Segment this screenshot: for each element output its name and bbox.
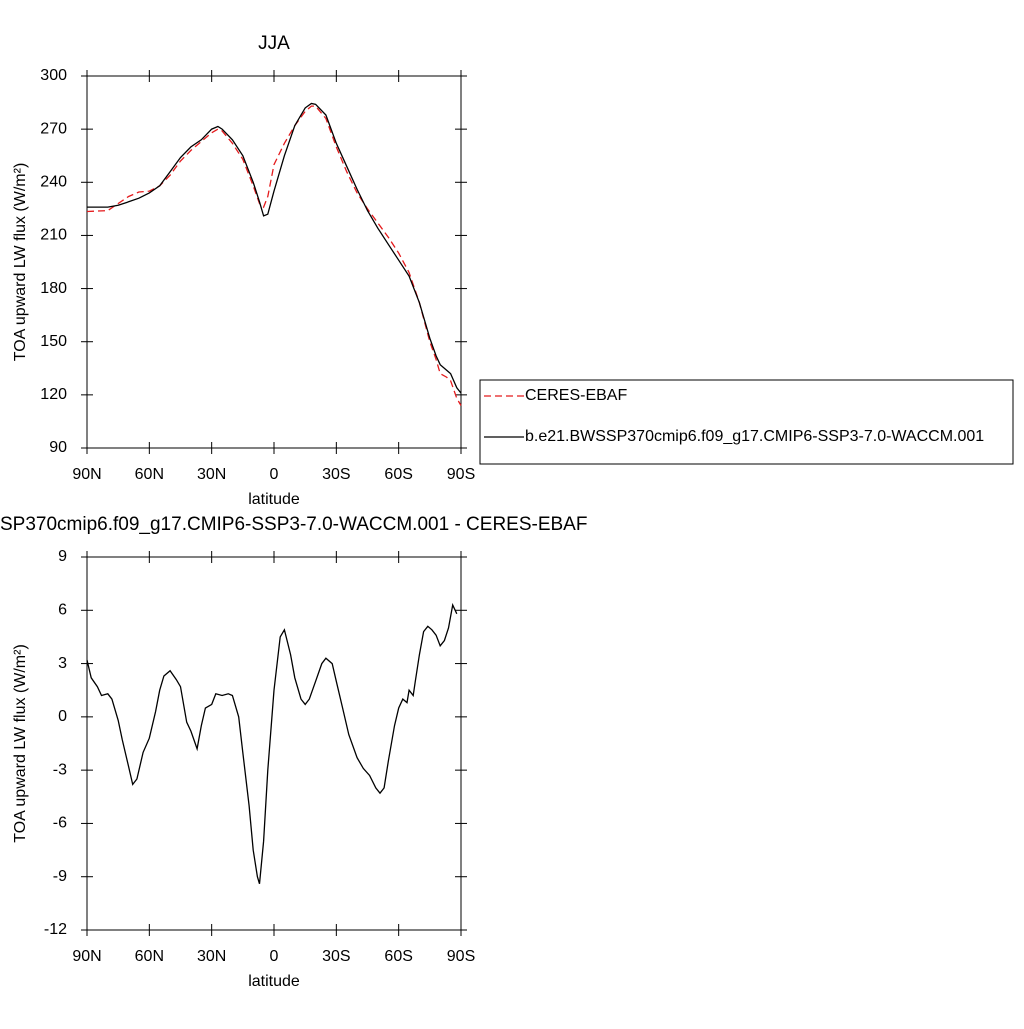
legend-label: CERES-EBAF — [525, 387, 627, 404]
y-tick-label: 3 — [58, 655, 67, 672]
legend-label: b.e21.BWSSP370cmip6.f09_g17.CMIP6-SSP3-7… — [525, 428, 984, 445]
x-tick-label: 30S — [322, 466, 350, 483]
x-tick-label: 60S — [384, 948, 412, 965]
x-tick-label: 0 — [270, 466, 279, 483]
y-tick-label: 270 — [40, 120, 67, 137]
plot-frame — [86, 75, 462, 449]
y-tick-label: 150 — [40, 333, 67, 350]
x-tick-label: 30S — [322, 948, 350, 965]
data-line — [86, 105, 462, 406]
y-tick-label: 300 — [40, 67, 67, 84]
chart-title: JJA — [258, 33, 290, 54]
y-tick-label: 120 — [40, 386, 67, 403]
x-tick-label: 60N — [135, 948, 164, 965]
x-tick-label: 60N — [135, 466, 164, 483]
legend-box — [479, 379, 1014, 465]
x-tick-label: 90N — [72, 948, 101, 965]
y-axis-label: TOA upward LW flux (W/m²) — [12, 644, 29, 843]
data-line — [86, 602, 458, 884]
y-tick-label: -12 — [44, 921, 67, 938]
chart-title: SP370cmip6.f09_g17.CMIP6-SSP3-7.0-WACCM.… — [0, 514, 587, 535]
x-axis-label: latitude — [248, 973, 300, 990]
y-tick-label: -9 — [53, 868, 67, 885]
y-tick-label: 180 — [40, 280, 67, 297]
x-tick-label: 90S — [447, 466, 475, 483]
x-axis-label: latitude — [248, 491, 300, 508]
y-tick-label: 90 — [49, 439, 67, 456]
y-tick-label: 0 — [58, 708, 67, 725]
y-tick-label: 9 — [58, 548, 67, 565]
y-axis-label: TOA upward LW flux (W/m²) — [12, 163, 29, 362]
x-tick-label: 30N — [197, 948, 226, 965]
x-tick-label: 60S — [384, 466, 412, 483]
y-tick-label: 6 — [58, 602, 67, 619]
plot-frame — [86, 556, 462, 931]
y-tick-label: -6 — [53, 815, 67, 832]
y-tick-label: 210 — [40, 227, 67, 244]
y-tick-label: 240 — [40, 174, 67, 191]
x-tick-label: 30N — [197, 466, 226, 483]
x-tick-label: 0 — [270, 948, 279, 965]
y-tick-label: -3 — [53, 761, 67, 778]
x-tick-label: 90N — [72, 466, 101, 483]
data-line — [87, 102, 462, 394]
x-tick-label: 90S — [447, 948, 475, 965]
